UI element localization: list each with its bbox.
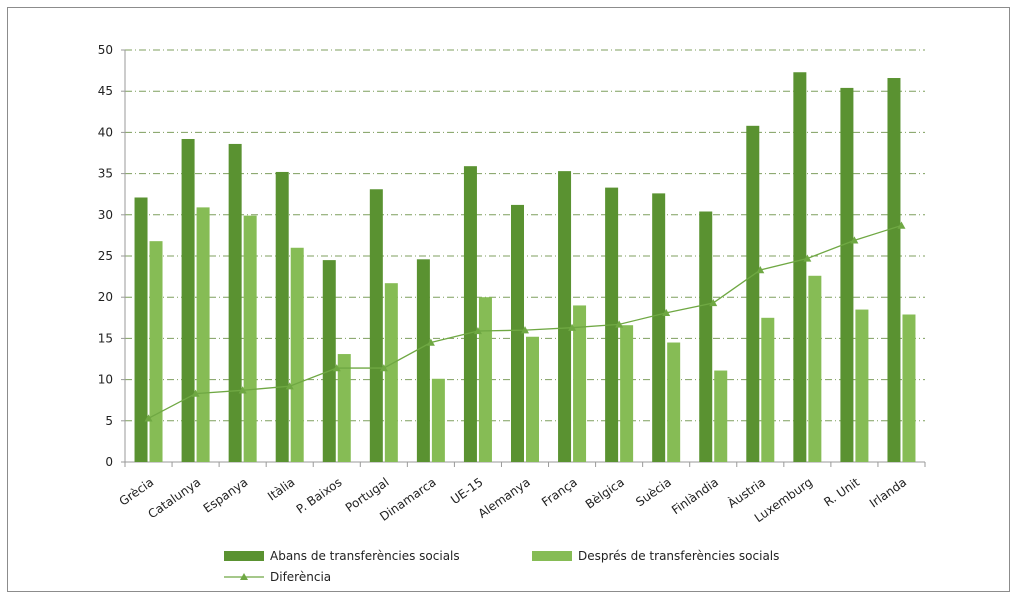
difference-point [191,389,200,397]
bar-before [322,260,336,462]
bar-before [793,72,807,463]
y-tick-label: 25 [98,249,113,263]
bar-before [181,138,195,462]
bar-before [511,204,524,463]
legend-after-label: Després de transferències socials [578,549,779,563]
legend-difference-label: Diferència [270,570,331,584]
difference-point [144,414,153,422]
bar-before [416,259,430,462]
difference-point [897,221,906,229]
bar-before [134,197,148,462]
x-tick-label: Àustria [725,474,768,511]
bar-after [337,354,351,462]
x-tick-label: P. Baixos [294,475,345,516]
y-tick-label: 5 [105,414,113,428]
y-tick-label: 45 [98,84,113,98]
bar-before [887,78,901,463]
bar-after [196,207,210,462]
bar-after [620,325,634,462]
difference-point [662,308,671,317]
x-tick-label: UE-15 [448,475,485,507]
x-tick-label: França [539,475,580,509]
bar-after [290,247,304,462]
bar-after [243,215,257,462]
y-tick-label: 20 [98,290,113,304]
x-tick-label: Bèlgica [583,475,627,512]
y-tick-label: 40 [98,125,113,139]
legend: Abans de transferències socials Després d… [224,549,779,584]
bar-after [808,275,822,462]
difference-point [850,236,859,244]
bar-before [746,125,760,463]
bar-after [714,370,728,462]
bar-after [573,305,587,462]
difference-point [615,320,624,328]
legend-difference-marker [240,573,248,580]
bar-before [275,171,289,462]
difference-point [285,382,294,390]
difference-point [709,298,718,307]
bar-before [228,143,242,462]
y-tick-label: 10 [98,373,113,387]
bar-before [369,189,383,463]
x-tick-label: Catalunya [145,475,203,521]
y-tick-label: 30 [98,208,113,222]
bar-after [431,378,445,462]
difference-line [148,224,902,419]
difference-point [332,364,341,372]
y-tick-label: 50 [98,43,113,57]
bar-before [840,87,854,463]
difference-point [238,386,247,394]
legend-after-swatch [532,551,572,561]
bar-before [463,166,477,462]
y-tick-label: 35 [98,167,113,181]
difference-point [379,364,388,372]
y-tick-label: 15 [98,331,113,345]
x-tick-label: Alemanya [476,475,533,521]
bar-after [761,317,775,462]
difference-point [473,326,482,335]
x-tick-label: R. Unit [821,475,862,510]
x-tick-label: Finlàndia [669,475,721,517]
x-tick-label: Suècia [633,475,674,509]
x-tick-label: Espanya [201,475,251,516]
legend-before-label: Abans de transferències socials [270,549,460,563]
legend-before-swatch [224,551,264,561]
difference-point [756,266,765,274]
difference-point [521,326,529,334]
bar-before [558,171,572,463]
y-tick-label: 0 [105,455,113,469]
difference-point [803,254,812,262]
bar-after [149,241,163,462]
x-tick-label: Grècia [117,475,157,509]
bar-after [855,309,869,462]
x-tick-label: Irlanda [867,475,909,510]
bar-after [384,283,398,462]
difference-point [568,323,577,331]
bar-before [652,193,666,462]
difference-point [426,338,435,346]
bar-after [526,336,539,462]
bar-after [478,297,492,462]
bar-after [902,314,916,462]
x-tick-label: Itàlia [265,475,297,503]
bar-after [667,342,681,462]
bar-before [699,211,713,462]
